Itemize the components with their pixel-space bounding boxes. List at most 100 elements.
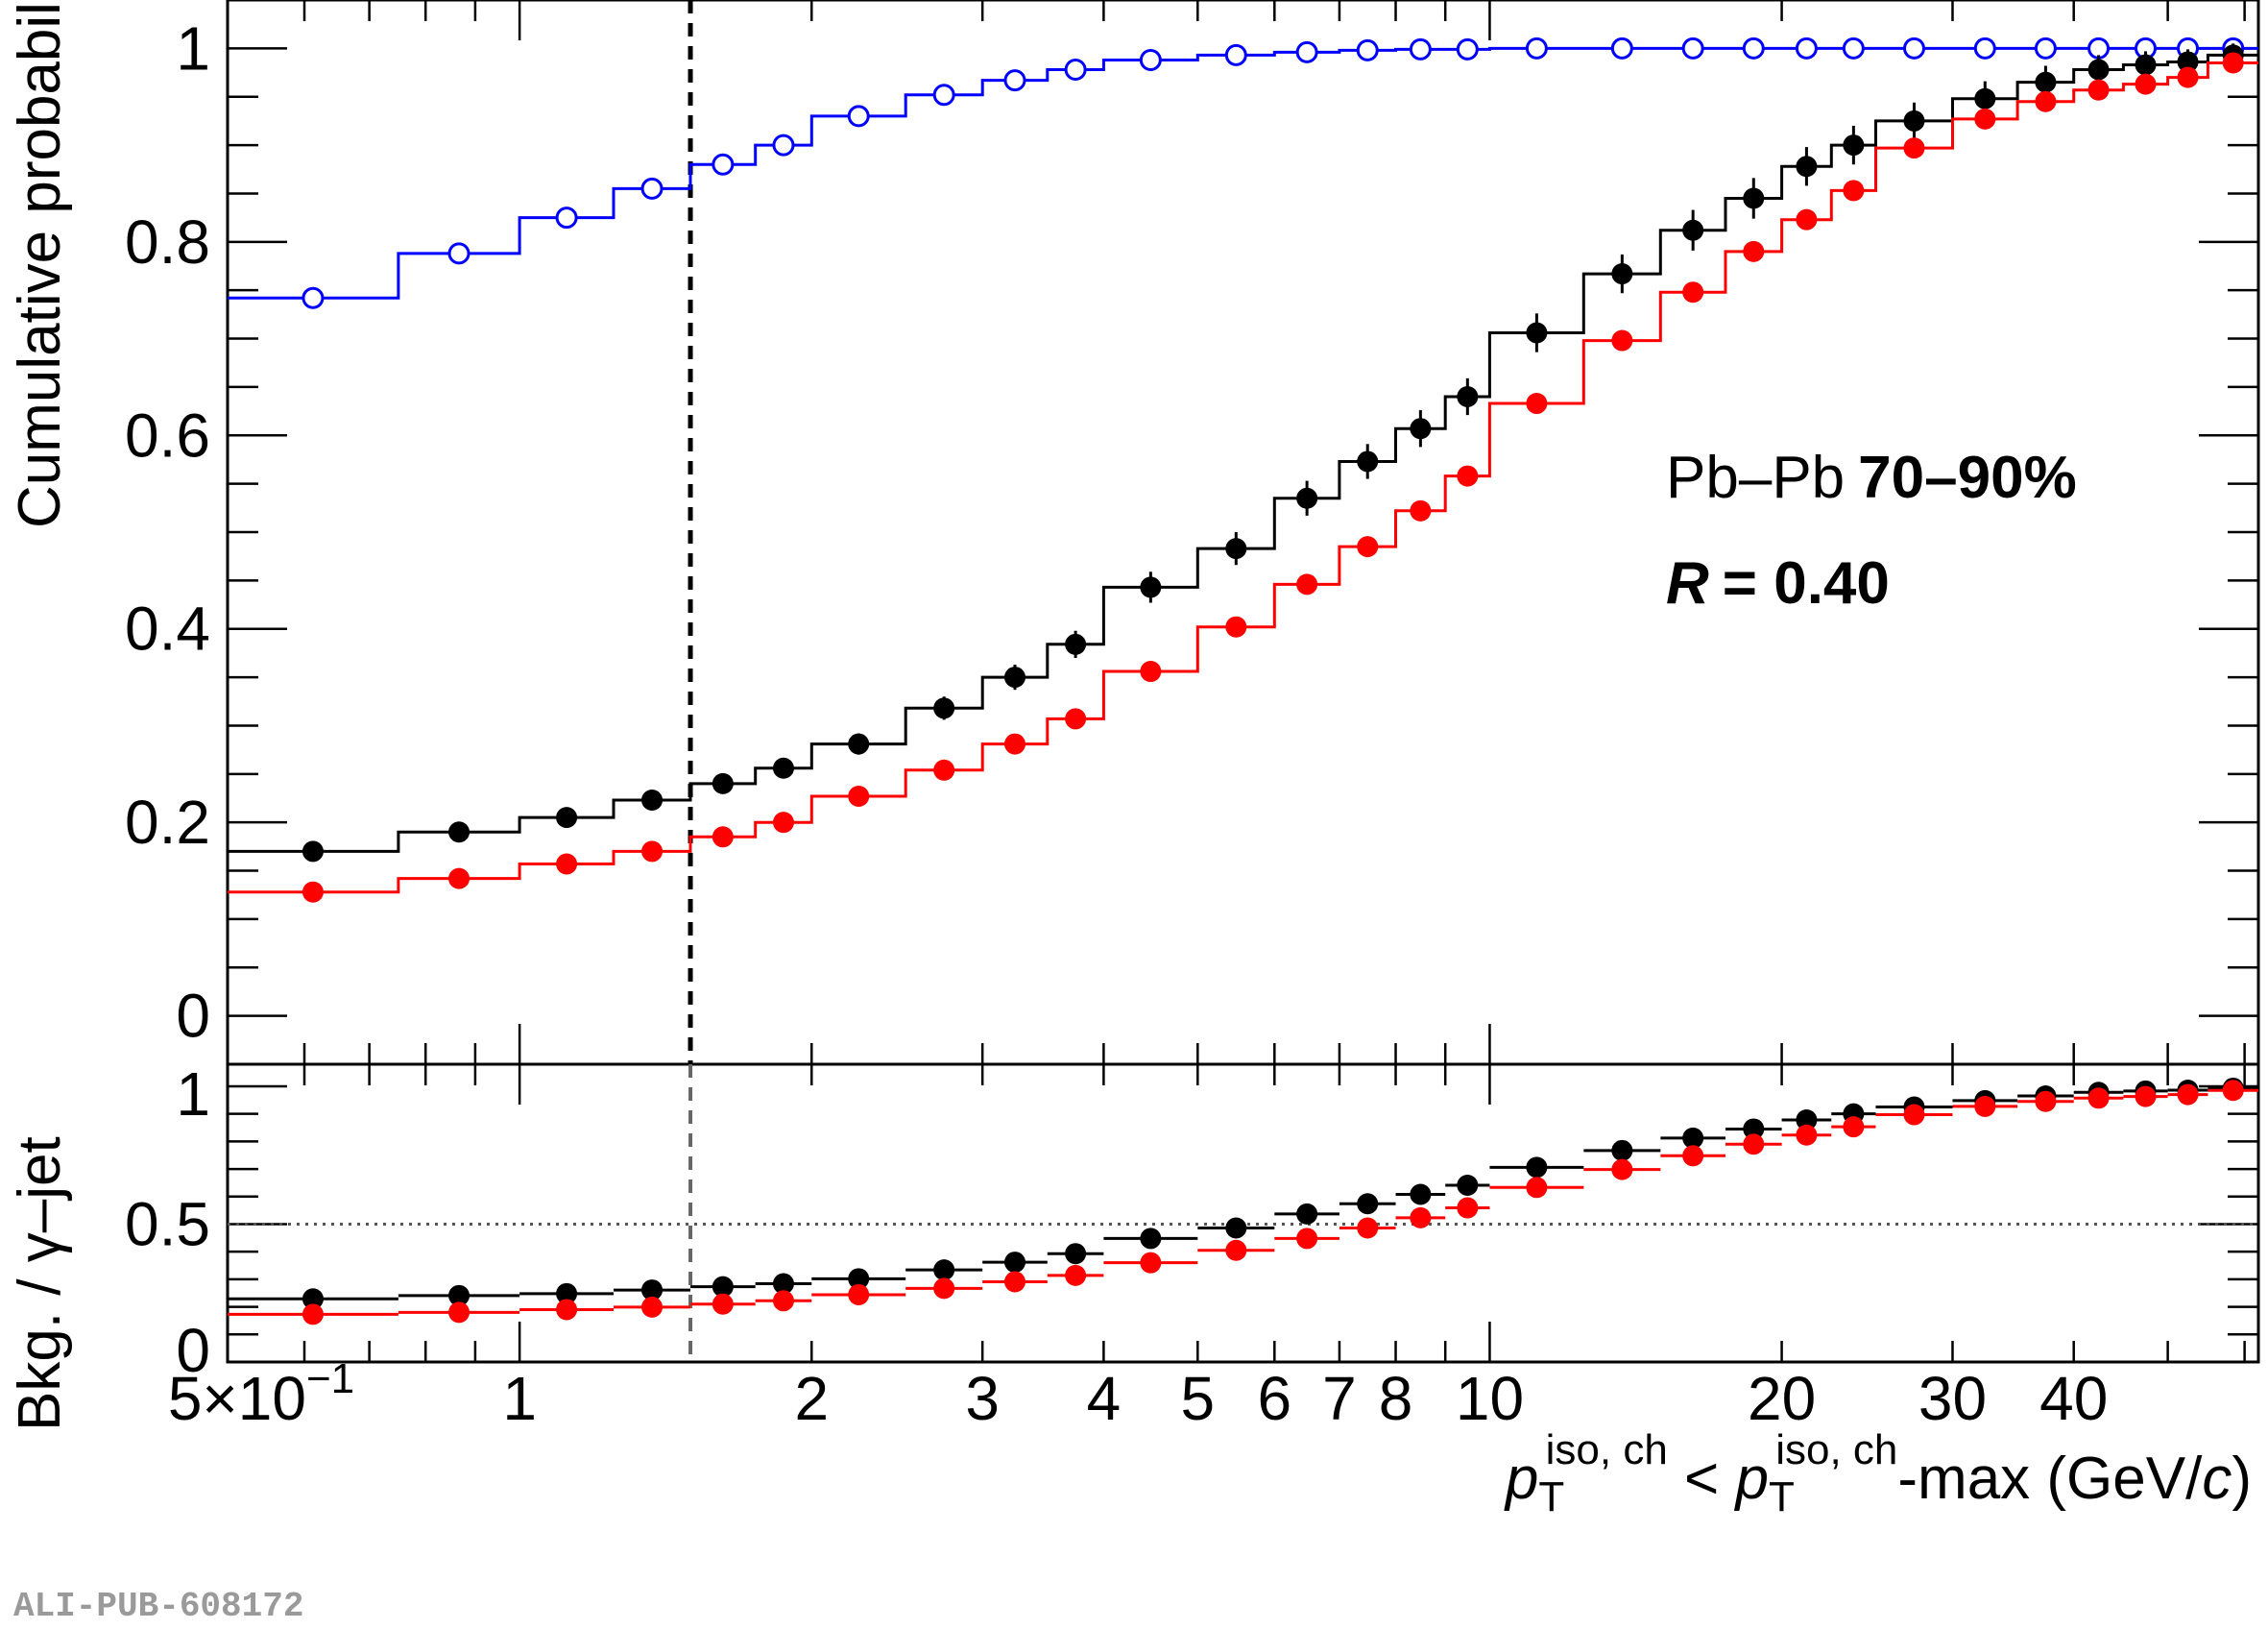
data-point-series-0 (1224, 43, 1247, 66)
x-tick-label: 1 (502, 1364, 537, 1433)
data-point-series-2 (1225, 616, 1247, 638)
data-point-series-1 (933, 697, 955, 719)
data-point-series-1 (1296, 487, 1318, 509)
data-point-series-2 (1974, 108, 1996, 130)
data-point-series-2 (1357, 536, 1379, 558)
data-point-series-2 (2177, 66, 2199, 88)
data-point-series-2 (1457, 465, 1479, 487)
ratio-point-series-1 (448, 1301, 470, 1324)
data-point-series-0 (2034, 36, 2057, 60)
data-point-series-2 (1682, 281, 1704, 304)
data-point-series-2 (1796, 208, 1818, 231)
x-tick-label: 4 (1087, 1364, 1122, 1433)
data-point-series-1 (641, 790, 664, 812)
data-point-series-1 (1457, 385, 1479, 407)
top-y-tick-label: 0.2 (125, 788, 210, 857)
ratio-point-series-0 (1140, 1228, 1162, 1250)
top-panel: 0 0.2 0.4 0.6 0.8 1 (125, 0, 2260, 1066)
data-point-series-0 (932, 84, 955, 107)
x-tick-label: 5 (1181, 1364, 1216, 1433)
data-point-series-1 (1903, 109, 1925, 132)
data-point-series-0 (1295, 40, 1318, 63)
x-axis-title: pTiso, ch < pTiso, ch-max (GeV/c) (1504, 1426, 2252, 1520)
top-y-tick-label: 0.6 (125, 401, 210, 470)
data-point-series-1 (1410, 418, 1432, 440)
ratio-point-series-0 (1682, 1127, 1704, 1149)
ratio-point-series-0 (302, 1288, 324, 1310)
data-point-series-0 (1139, 48, 1162, 71)
ratio-point-series-1 (933, 1277, 955, 1300)
data-point-series-2 (2035, 90, 2057, 112)
data-point-series-1 (772, 757, 794, 779)
ratio-point-series-1 (1457, 1197, 1479, 1219)
bottom-y-tick-label: 0.5 (125, 1189, 210, 1258)
data-point-series-0 (1902, 36, 1925, 60)
x-tick-label: 3 (965, 1364, 1000, 1433)
data-point-series-0 (1064, 59, 1087, 82)
data-point-series-2 (1065, 708, 1087, 730)
ratio-point-series-0 (1526, 1156, 1548, 1179)
data-point-series-0 (772, 134, 795, 157)
data-point-series-0 (1610, 36, 1633, 60)
ratio-point-series-1 (1225, 1239, 1247, 1261)
data-point-series-2 (1611, 329, 1633, 352)
data-point-series-1 (1140, 576, 1162, 598)
data-point-series-2 (848, 785, 870, 807)
data-point-series-2 (1903, 137, 1925, 159)
data-point-series-1 (848, 733, 870, 755)
data-point-series-0 (1742, 36, 1765, 60)
ratio-point-series-0 (772, 1273, 794, 1295)
data-point-series-0 (1003, 69, 1026, 92)
data-point-series-1 (1357, 450, 1379, 473)
data-point-series-2 (1296, 573, 1318, 596)
x-tick-label: 7 (1322, 1364, 1357, 1433)
data-point-series-1 (1796, 156, 1818, 178)
ratio-point-series-1 (1065, 1264, 1087, 1286)
ratio-point-series-1 (1003, 1271, 1025, 1293)
data-point-series-0 (1681, 36, 1704, 60)
x-tick-label: 30 (1918, 1364, 1987, 1433)
ratio-point-series-0 (1225, 1217, 1247, 1239)
data-point-series-2 (556, 853, 578, 875)
top-y-tick-label: 0.4 (125, 595, 210, 664)
data-point-series-2 (1140, 661, 1162, 683)
data-point-series-2 (2135, 73, 2157, 95)
data-point-series-2 (641, 840, 664, 863)
ratio-point-series-0 (1457, 1175, 1479, 1197)
data-point-series-0 (1356, 38, 1379, 61)
ratio-point-series-0 (1796, 1108, 1818, 1131)
top-y-tick-label: 1 (176, 13, 210, 83)
axis-labels: Cumulative probability Bkg. / γ–jet pTis… (7, 0, 2252, 1520)
ratio-point-series-0 (1743, 1118, 1765, 1140)
data-point-series-2 (2222, 52, 2244, 74)
top-y-axis-title: Cumulative probability (7, 0, 73, 528)
data-point-series-2 (1526, 393, 1548, 415)
data-point-series-1 (448, 821, 470, 843)
data-point-series-0 (1409, 37, 1432, 61)
data-point-series-0 (555, 207, 578, 230)
data-point-series-2 (712, 826, 734, 848)
ratio-point-series-0 (1611, 1139, 1633, 1161)
ratio-point-series-1 (1743, 1133, 1765, 1155)
ratio-point-series-1 (1843, 1116, 1865, 1138)
data-point-series-1 (1843, 134, 1865, 157)
ratio-point-series-1 (772, 1290, 794, 1312)
data-point-series-0 (1525, 36, 1548, 60)
data-point-series-0 (447, 242, 470, 265)
data-point-series-0 (1795, 36, 1818, 60)
ratio-point-series-0 (933, 1259, 955, 1281)
x-tick-label: 8 (1379, 1364, 1413, 1433)
ratio-point-series-0 (1065, 1243, 1087, 1265)
ratio-point-series-1 (2135, 1085, 2157, 1107)
data-point-series-1 (2135, 54, 2157, 76)
data-point-series-0 (302, 286, 325, 309)
x-tick-label: 10 (1456, 1364, 1524, 1433)
data-point-series-1 (1065, 633, 1087, 655)
bottom-y-axis-title: Bkg. / γ–jet (7, 1136, 73, 1431)
top-y-tick-label: 0 (176, 982, 210, 1051)
data-point-series-2 (1410, 499, 1432, 522)
top-frame (226, 0, 2260, 1066)
data-point-series-2 (1743, 240, 1765, 262)
ratio-point-series-1 (712, 1293, 734, 1315)
publication-id: ALI-PUB-608172 (13, 1587, 304, 1626)
